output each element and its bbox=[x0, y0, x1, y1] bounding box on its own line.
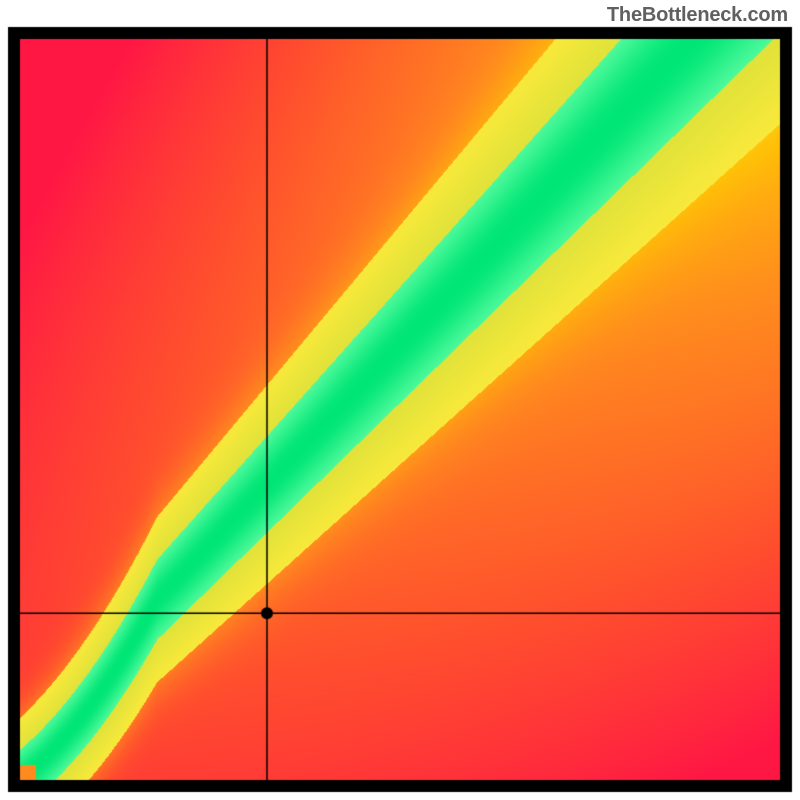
heatmap-canvas bbox=[0, 0, 800, 800]
attribution-text: TheBottleneck.com bbox=[607, 4, 788, 27]
chart-container: TheBottleneck.com bbox=[0, 0, 800, 800]
